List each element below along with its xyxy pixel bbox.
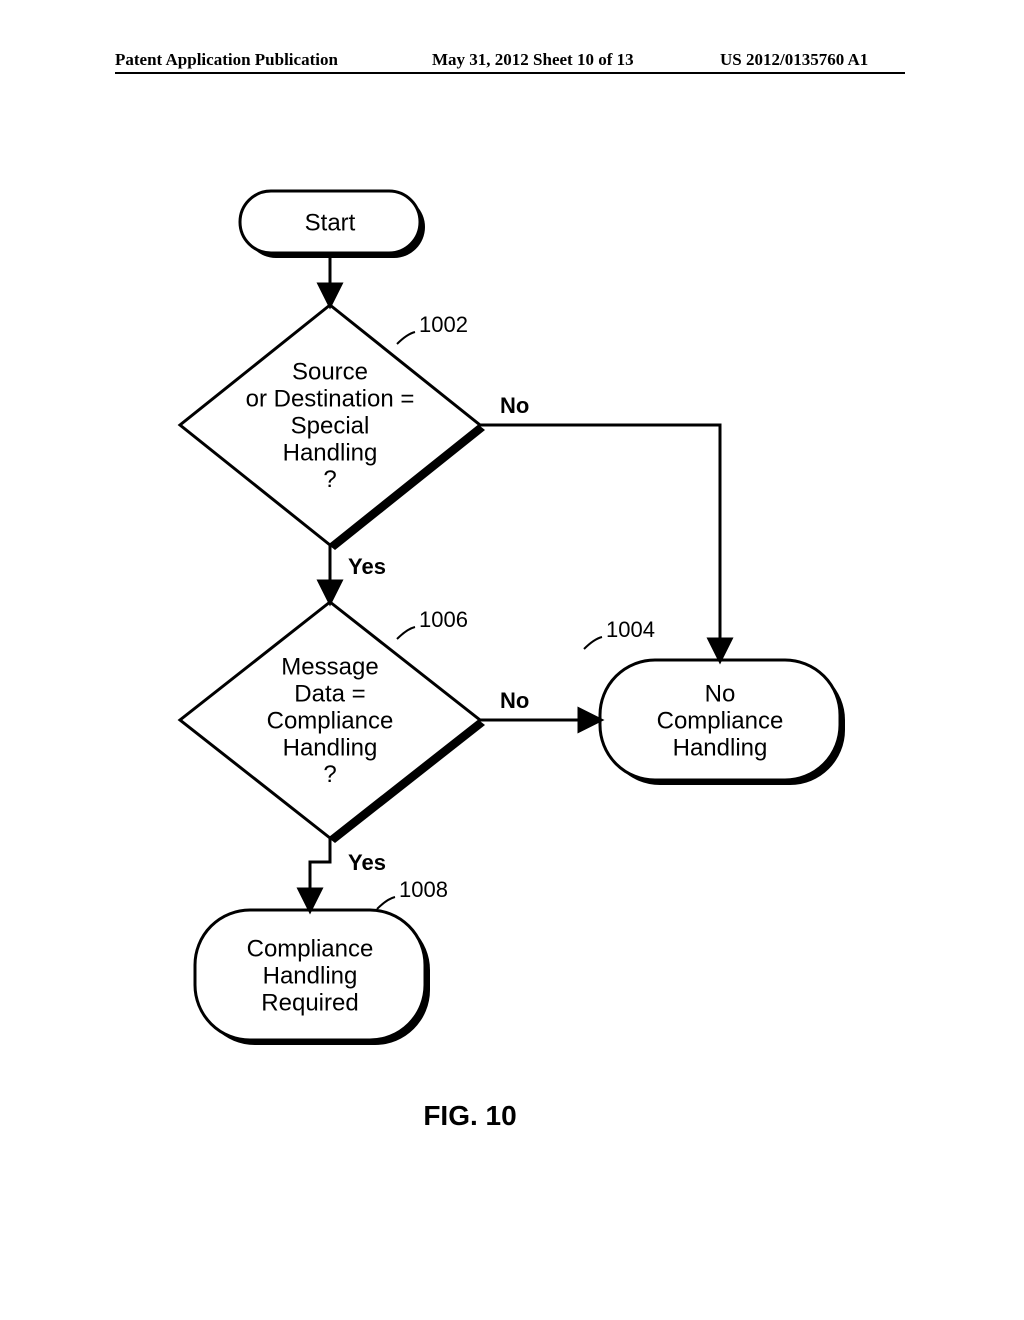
flowchart-figure: Yes Yes No No Start Sourceor Destination =Spe… (0, 0, 1024, 1320)
node-text: Special (291, 412, 370, 439)
edge-label: Yes (348, 554, 386, 579)
node-text: Handling (283, 439, 378, 466)
edge-label: No (500, 393, 529, 418)
node-text: No (705, 681, 736, 708)
reference-label: 1006 (419, 607, 468, 632)
node-text: Handling (283, 734, 378, 761)
node-text: Compliance (267, 707, 394, 734)
node-text: Data = (294, 681, 365, 708)
reference-label: 1008 (399, 877, 448, 902)
node-text: Source (292, 359, 368, 386)
flow-edge (480, 425, 720, 660)
figure-label: FIG. 10 (423, 1100, 516, 1131)
node-text: Compliance (247, 936, 374, 963)
node-text: Required (261, 989, 358, 1016)
node-text: ? (323, 761, 336, 788)
node-text: Handling (263, 962, 358, 989)
node-text: Compliance (657, 707, 784, 734)
reference-label: 1002 (419, 312, 468, 337)
node-text: Message (281, 654, 378, 681)
edge-label: No (500, 688, 529, 713)
node-text: Handling (673, 734, 768, 761)
reference-label: 1004 (606, 617, 655, 642)
page: Patent Application Publication May 31, 2… (0, 0, 1024, 1320)
node-text: ? (323, 466, 336, 493)
node-text: or Destination = (246, 386, 415, 413)
flow-edge (310, 838, 330, 910)
node-text: Start (305, 209, 356, 236)
edge-label: Yes (348, 850, 386, 875)
